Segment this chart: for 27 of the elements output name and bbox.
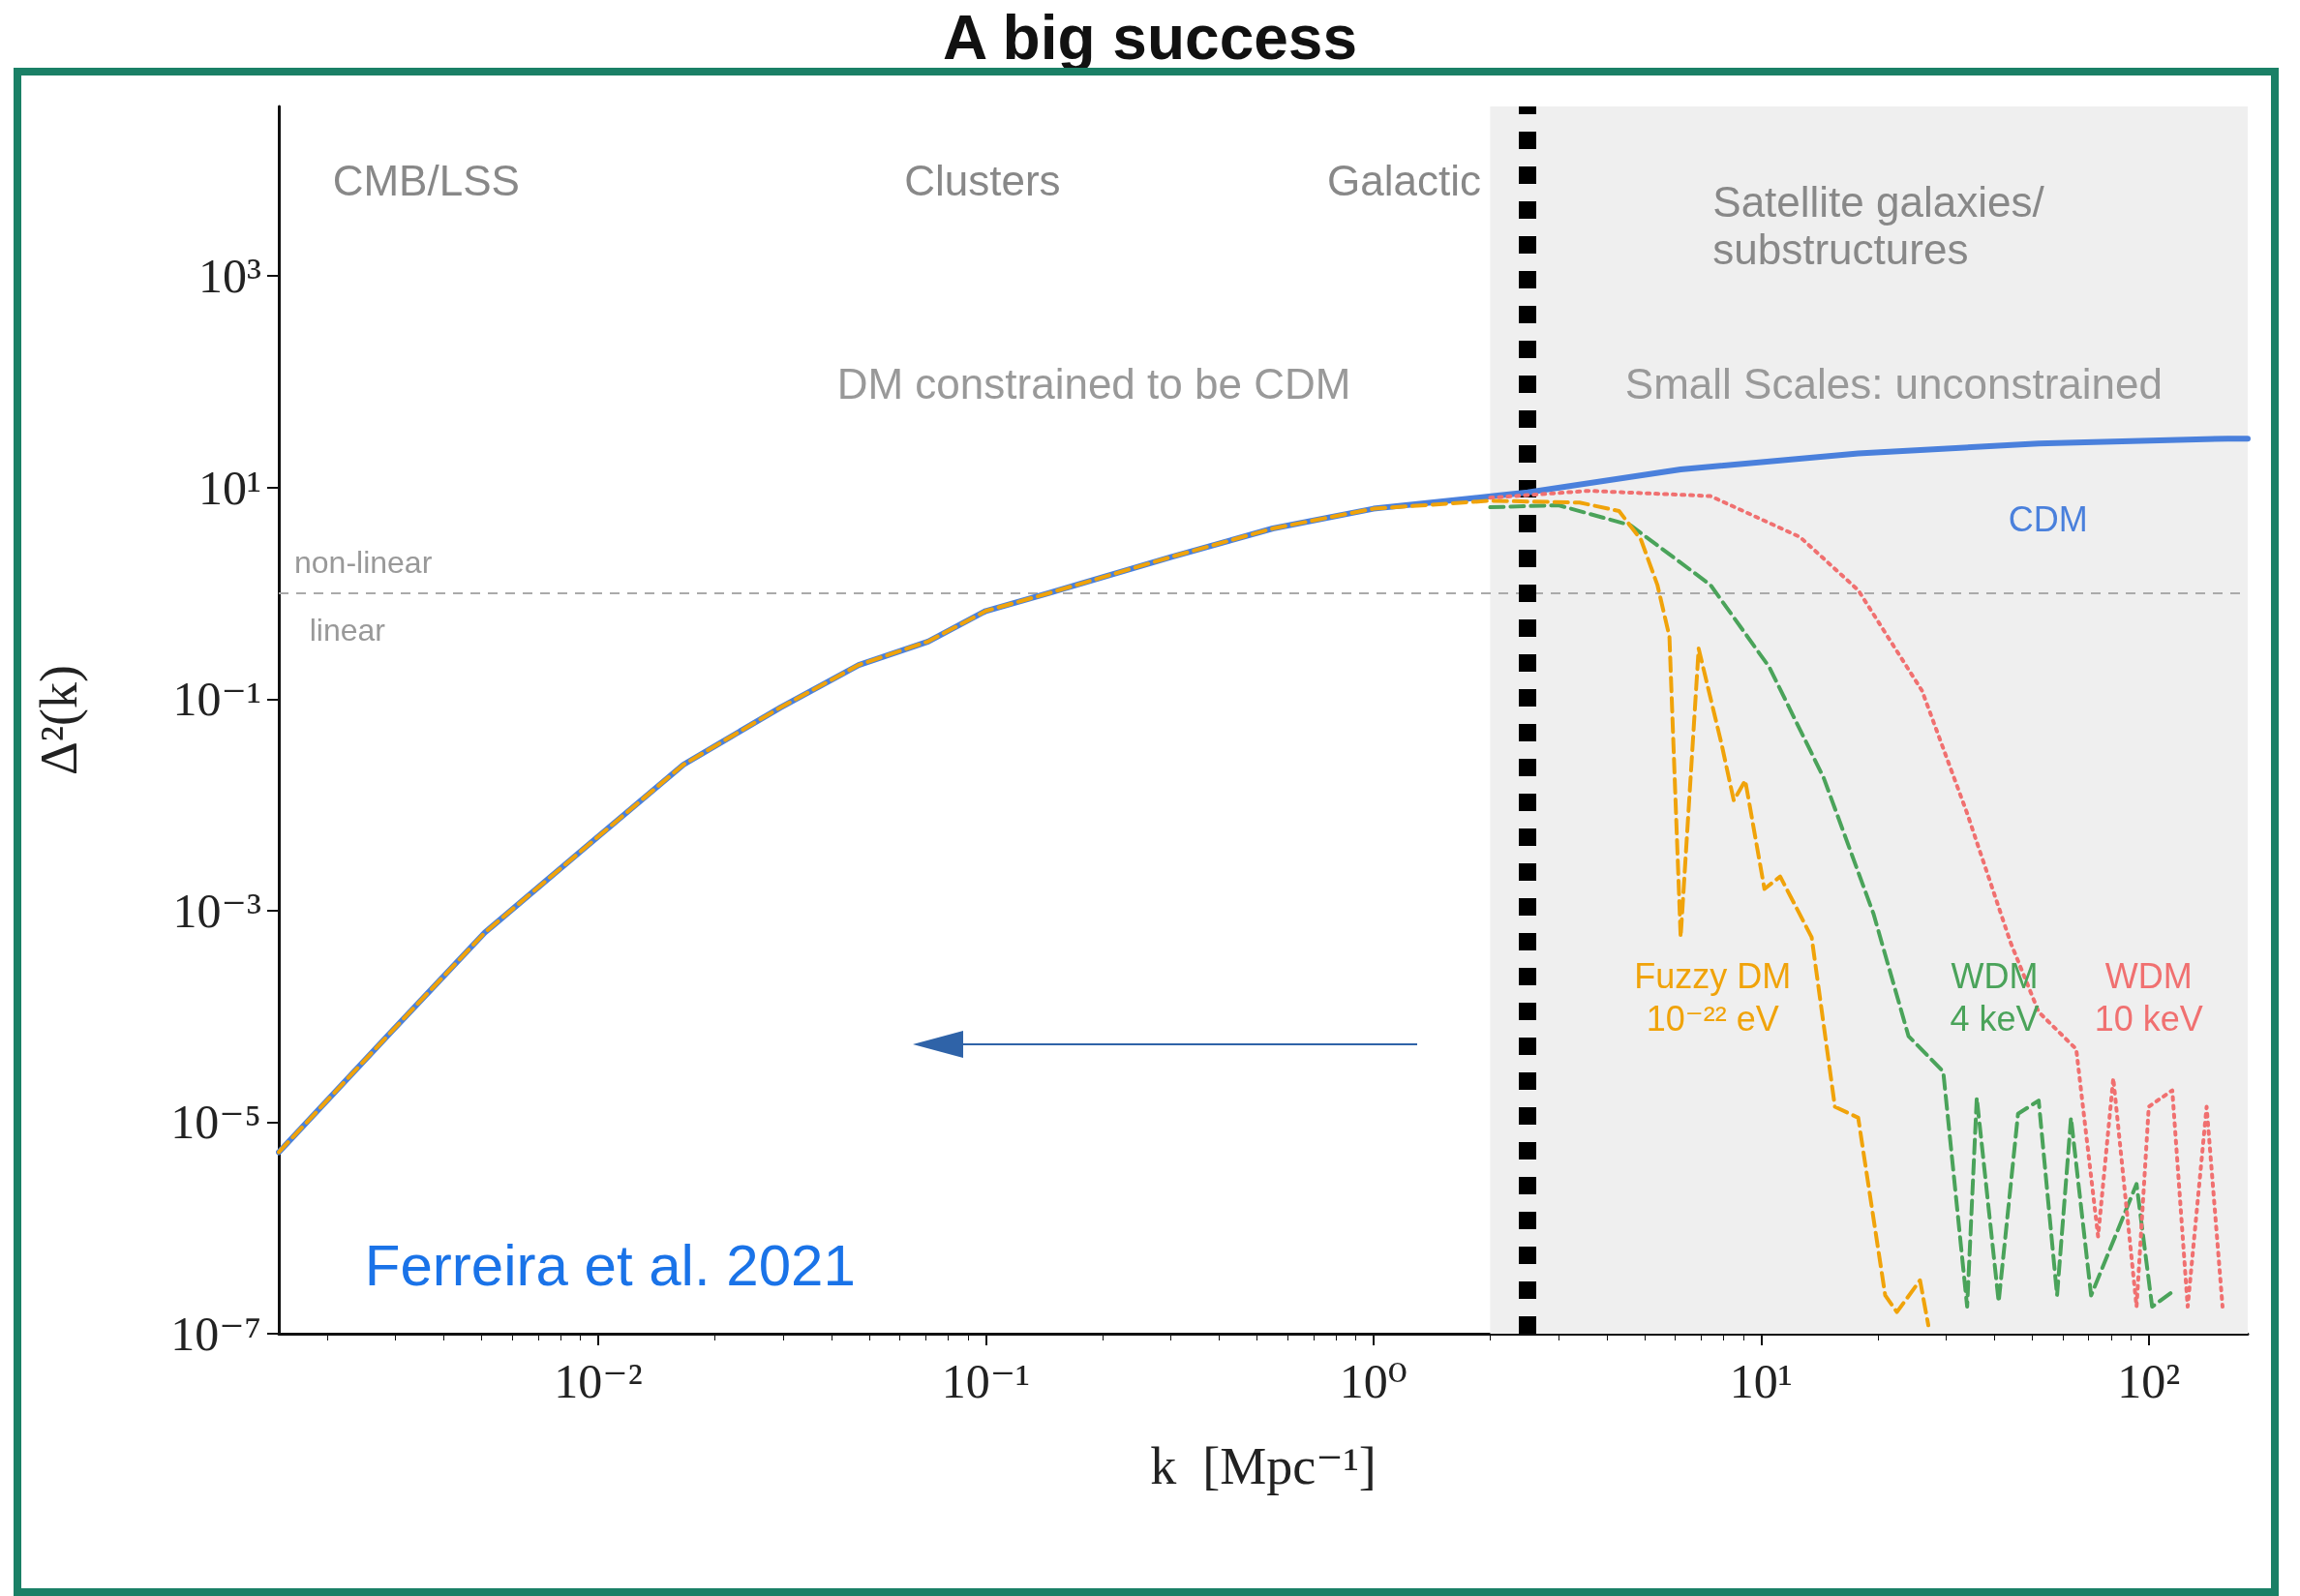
- x-tick-label: 10²: [2117, 1354, 2181, 1408]
- y-tick-label: 10⁻¹: [172, 672, 261, 727]
- x-tick-label: 10⁻²: [554, 1354, 643, 1408]
- x-tick-label: 10⁻¹: [941, 1354, 1031, 1408]
- series-label: CDM: [2008, 499, 2088, 540]
- y-axis-title: Δ²(k): [30, 665, 88, 775]
- annotation: Clusters: [904, 156, 1061, 204]
- x-tick-label: 10⁰: [1339, 1354, 1407, 1408]
- series-label: WDM 4 keV: [1950, 956, 2040, 1039]
- annotation: Ferreira et al. 2021: [364, 1233, 856, 1299]
- annotation: linear: [309, 612, 386, 647]
- y-tick-label: 10⁻⁵: [170, 1095, 261, 1150]
- ref-line-label: non-linear: [294, 544, 433, 580]
- y-tick-label: 10³: [198, 249, 261, 304]
- series-label: Fuzzy DM 10⁻²² eV: [1634, 956, 1792, 1039]
- annotation: DM constrained to be CDM: [836, 360, 1351, 408]
- y-tick-label: 10⁻⁷: [170, 1307, 261, 1361]
- annotation: Galactic: [1327, 156, 1482, 204]
- annotation: CMB/LSS: [332, 156, 520, 204]
- y-tick-label: 10¹: [198, 460, 261, 515]
- annotation: Satellite galaxies/ substructures: [1712, 178, 2045, 273]
- y-tick-label: 10⁻³: [172, 883, 261, 938]
- chart-title: A big success: [942, 3, 1358, 73]
- annotation: Small Scales: unconstrained: [1624, 360, 2164, 408]
- x-tick-label: 10¹: [1729, 1354, 1793, 1408]
- series-label: WDM 10 keV: [2094, 956, 2203, 1039]
- x-axis-title: k [Mpc⁻¹]: [1150, 1437, 1377, 1495]
